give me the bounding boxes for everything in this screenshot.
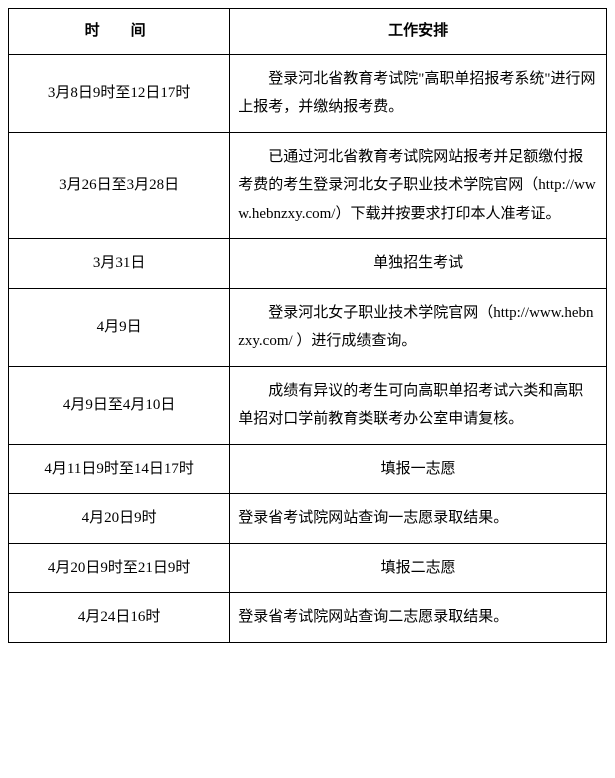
table-row: 4月9日至4月10日成绩有异议的考生可向高职单招考试六类和高职单招对口学前教育类… <box>9 366 607 444</box>
table-row: 4月20日9时登录省考试院网站查询一志愿录取结果。 <box>9 494 607 544</box>
time-cell: 3月31日 <box>9 239 230 289</box>
time-cell: 4月20日9时 <box>9 494 230 544</box>
desc-cell: 填报一志愿 <box>230 444 607 494</box>
table-header: 时 间 工作安排 <box>9 9 607 55</box>
time-cell: 4月9日至4月10日 <box>9 366 230 444</box>
table-row: 4月11日9时至14日17时填报一志愿 <box>9 444 607 494</box>
time-cell: 3月26日至3月28日 <box>9 132 230 239</box>
header-time: 时 间 <box>9 9 230 55</box>
desc-cell: 成绩有异议的考生可向高职单招考试六类和高职单招对口学前教育类联考办公室申请复核。 <box>230 366 607 444</box>
time-cell: 4月9日 <box>9 288 230 366</box>
table-row: 3月26日至3月28日已通过河北省教育考试院网站报考并足额缴付报考费的考生登录河… <box>9 132 607 239</box>
schedule-table: 时 间 工作安排 3月8日9时至12日17时登录河北省教育考试院"高职单招报考系… <box>8 8 607 643</box>
time-cell: 4月20日9时至21日9时 <box>9 543 230 593</box>
time-cell: 4月24日16时 <box>9 593 230 643</box>
header-desc: 工作安排 <box>230 9 607 55</box>
desc-cell: 登录省考试院网站查询二志愿录取结果。 <box>230 593 607 643</box>
desc-cell: 填报二志愿 <box>230 543 607 593</box>
desc-cell: 登录河北省教育考试院"高职单招报考系统"进行网上报考，并缴纳报考费。 <box>230 54 607 132</box>
time-cell: 4月11日9时至14日17时 <box>9 444 230 494</box>
header-row: 时 间 工作安排 <box>9 9 607 55</box>
table-body: 3月8日9时至12日17时登录河北省教育考试院"高职单招报考系统"进行网上报考，… <box>9 54 607 642</box>
desc-cell: 单独招生考试 <box>230 239 607 289</box>
table-row: 3月31日单独招生考试 <box>9 239 607 289</box>
desc-cell: 已通过河北省教育考试院网站报考并足额缴付报考费的考生登录河北女子职业技术学院官网… <box>230 132 607 239</box>
desc-cell: 登录河北女子职业技术学院官网（http://www.hebnzxy.com/ ）… <box>230 288 607 366</box>
table-row: 4月9日登录河北女子职业技术学院官网（http://www.hebnzxy.co… <box>9 288 607 366</box>
desc-cell: 登录省考试院网站查询一志愿录取结果。 <box>230 494 607 544</box>
table-row: 4月24日16时登录省考试院网站查询二志愿录取结果。 <box>9 593 607 643</box>
table-row: 3月8日9时至12日17时登录河北省教育考试院"高职单招报考系统"进行网上报考，… <box>9 54 607 132</box>
time-cell: 3月8日9时至12日17时 <box>9 54 230 132</box>
table-row: 4月20日9时至21日9时填报二志愿 <box>9 543 607 593</box>
